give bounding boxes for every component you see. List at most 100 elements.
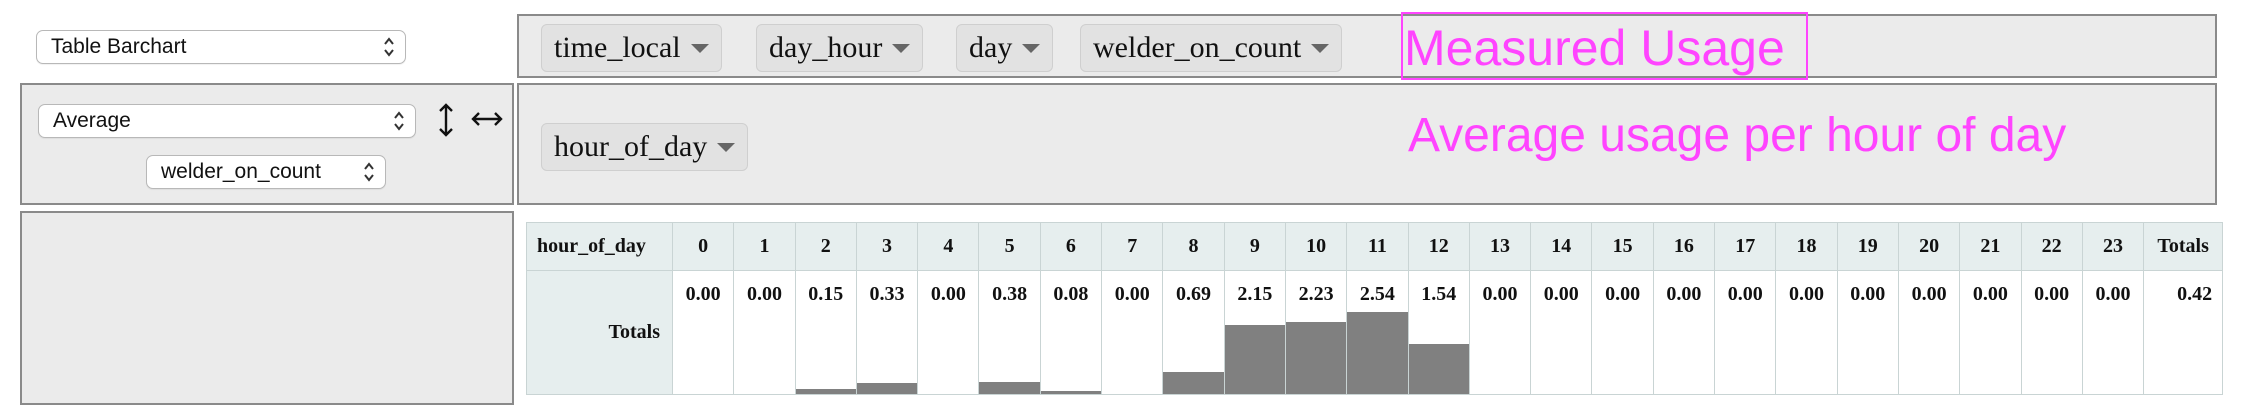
data-label: 0.00: [1482, 283, 1518, 305]
bar: [979, 381, 1040, 394]
pill-label: time_local: [554, 31, 681, 64]
column-header: 1: [733, 222, 796, 271]
bar: [856, 383, 918, 394]
caret-down-icon[interactable]: [1311, 43, 1330, 53]
data-label: 2.54: [1359, 283, 1395, 305]
data-label: 0.00: [930, 283, 966, 305]
swap-horizontal-icon[interactable]: [470, 108, 504, 130]
column-header: 2: [794, 222, 857, 271]
column-field-pill[interactable]: time_local: [541, 24, 722, 72]
aggregator-select[interactable]: Average: [38, 104, 416, 138]
bar-cell: 2.54: [1346, 270, 1409, 395]
column-header: 12: [1407, 222, 1470, 271]
title-annotation-box: [1401, 12, 1808, 80]
bar-cell: 2.23: [1284, 270, 1348, 395]
column-header: 14: [1530, 222, 1593, 271]
pill-label: day: [969, 31, 1013, 64]
caret-down-icon[interactable]: [1022, 43, 1041, 53]
bar-cell: 0.00: [1101, 270, 1164, 395]
data-label: 0.00: [1543, 283, 1579, 305]
totals-row: Totals 0.00 0.00 0.15 0.33 0.00 0.38 0.08 0.00 0…: [526, 270, 2224, 395]
column-header: 9: [1223, 222, 1286, 271]
pill-label: day_hour: [769, 31, 883, 64]
bar-cell: 0.00: [1775, 270, 1838, 395]
column-header: 0: [671, 222, 735, 271]
bar-cell: 0.38: [978, 270, 1041, 395]
column-header: 19: [1836, 222, 1899, 271]
column-header: 20: [1897, 222, 1961, 271]
pill-label: welder_on_count: [1093, 31, 1302, 64]
pivot-table: hour_of_day 0 1 2 3 4 5 6 7 8 9 10 11 12 13 14 15 16 17 18…: [526, 222, 2224, 395]
row-field-pill[interactable]: hour_of_day: [541, 123, 749, 171]
bar-cell: 0.00: [1959, 270, 2022, 395]
column-header: 5: [978, 222, 1041, 271]
data-label: 0.00: [1972, 283, 2008, 305]
column-header: 23: [2081, 222, 2145, 271]
data-label: 0.08: [1053, 283, 1089, 305]
column-field-pill[interactable]: day: [956, 24, 1054, 72]
column-field-pill[interactable]: day_hour: [756, 24, 924, 72]
data-label: 0.69: [1176, 283, 1212, 305]
bar-cell: 0.33: [855, 270, 919, 395]
row-label: Totals: [526, 270, 673, 395]
column-header: 16: [1652, 222, 1716, 271]
bar-cell: 0.69: [1162, 270, 1225, 395]
bar-cell: 0.08: [1039, 270, 1103, 395]
column-header: 18: [1775, 222, 1838, 271]
column-header: 7: [1101, 222, 1164, 271]
totals-column-header: Totals: [2143, 222, 2224, 271]
bar-cell: 0.00: [2081, 270, 2145, 395]
pill-label: hour_of_day: [554, 130, 708, 163]
caret-down-icon[interactable]: [690, 43, 709, 53]
data-label: 2.23: [1298, 283, 1334, 305]
bar: [1347, 312, 1408, 394]
bar: [1224, 324, 1285, 394]
bar-cell: 0.00: [1836, 270, 1899, 395]
data-label: 0.00: [1727, 283, 1763, 305]
sort-vertical-icon[interactable]: [436, 102, 456, 138]
data-label: 2.15: [1237, 283, 1273, 305]
attribute-select[interactable]: welder_on_count: [146, 155, 386, 189]
data-label: 0.00: [1605, 283, 1641, 305]
column-field-pill[interactable]: welder_on_count: [1080, 24, 1343, 72]
column-header: 10: [1284, 222, 1348, 271]
bar-cell: 2.15: [1223, 270, 1286, 395]
data-label: 0.33: [869, 283, 905, 305]
data-label: 0.00: [1666, 283, 1702, 305]
column-header: 17: [1714, 222, 1777, 271]
chevron-updown-icon: [394, 111, 404, 131]
bar-cell: 0.00: [733, 270, 796, 395]
caret-down-icon[interactable]: [717, 142, 736, 152]
title-annotation: Measured Usage: [1404, 20, 1785, 76]
caret-down-icon[interactable]: [892, 43, 911, 53]
chevron-updown-icon: [384, 37, 394, 57]
row-fields-area: [517, 83, 2217, 205]
data-label: 0.15: [808, 283, 844, 305]
bar: [795, 389, 856, 394]
data-label: 0.00: [1788, 283, 1824, 305]
column-header: 13: [1468, 222, 1532, 271]
bar-cell: 0.15: [794, 270, 857, 395]
bar-cell: 0.00: [1714, 270, 1777, 395]
column-header: 3: [855, 222, 919, 271]
unused-attributes-area: [20, 211, 514, 405]
data-label: 0.00: [1114, 283, 1150, 305]
bar-cell: 0.00: [671, 270, 735, 395]
column-header: 15: [1591, 222, 1654, 271]
data-label: 0.38: [992, 283, 1028, 305]
data-label: 1.54: [1421, 283, 1457, 305]
bar-cell: 0.00: [1468, 270, 1532, 395]
bar-cell: 0.00: [1652, 270, 1716, 395]
renderer-select[interactable]: Table Barchart: [36, 30, 406, 64]
column-header: 22: [2020, 222, 2083, 271]
bar-cell: 0.00: [1530, 270, 1593, 395]
bar: [1285, 322, 1347, 394]
bar-cell: 1.54: [1407, 270, 1470, 395]
subtitle-annotation: Average usage per hour of day: [1408, 109, 2067, 162]
data-label: 0.00: [2034, 283, 2070, 305]
header-row: hour_of_day 0 1 2 3 4 5 6 7 8 9 10 11 12 13 14 15 16 17 18…: [526, 222, 2224, 271]
bar-cell: 0.00: [1591, 270, 1654, 395]
bar: [1408, 344, 1469, 394]
bar-cell: 0.00: [917, 270, 980, 395]
column-header: 21: [1959, 222, 2022, 271]
